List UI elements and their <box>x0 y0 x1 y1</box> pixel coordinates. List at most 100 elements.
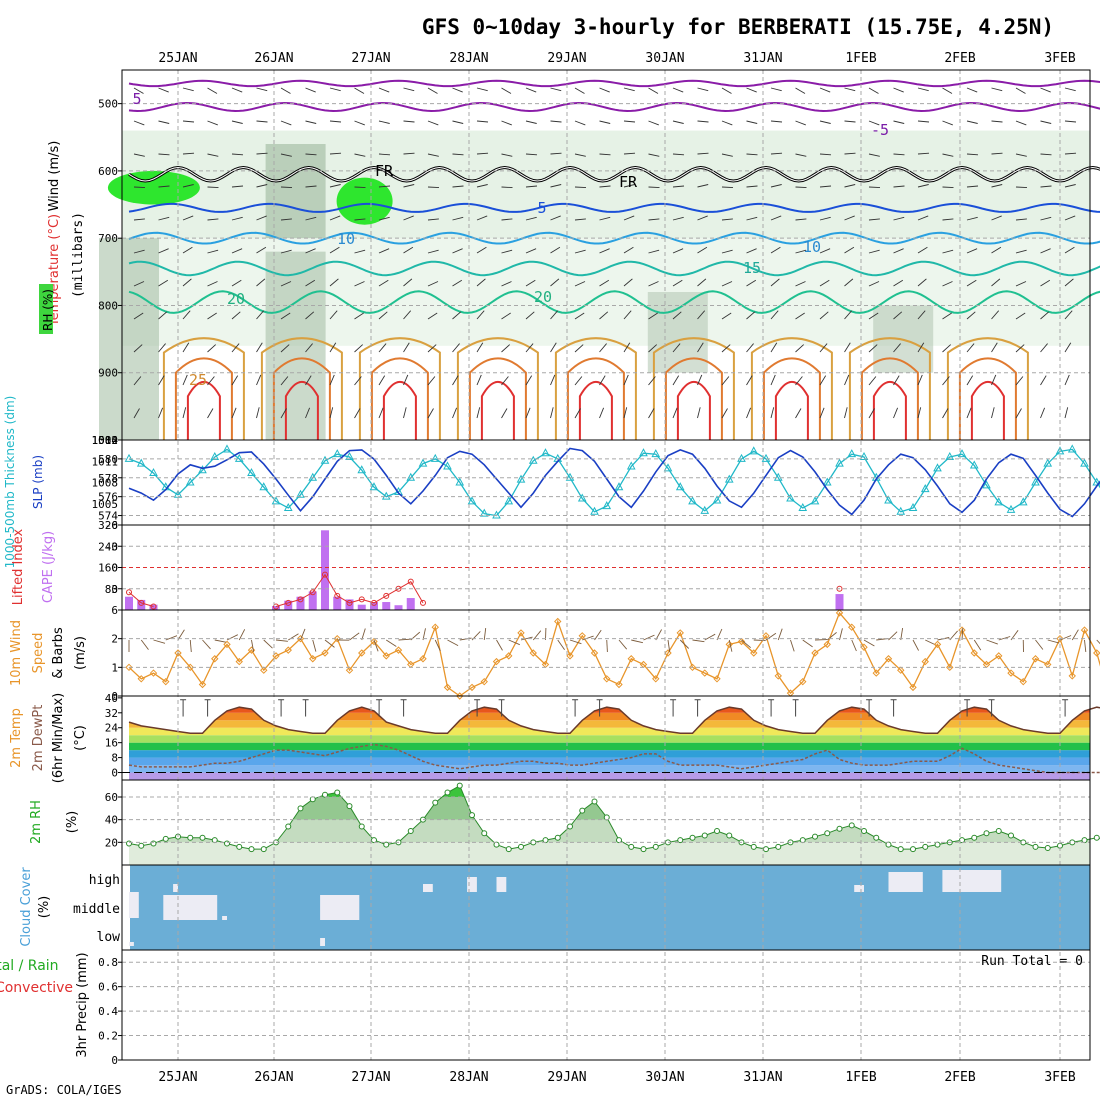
thickness-point <box>247 468 256 477</box>
wind-barb <box>1040 375 1047 386</box>
rh-2m-point <box>248 846 255 853</box>
wind-barb <box>427 408 434 419</box>
wind-barb <box>329 278 339 287</box>
date-label-top: 31JAN <box>743 51 782 66</box>
isotherm-line <box>128 101 1100 113</box>
wind-barb <box>501 120 512 126</box>
wind-speed-point <box>860 643 868 651</box>
wind-barb-10m <box>226 634 238 641</box>
wind-barb <box>378 185 391 188</box>
wind-speed-point <box>284 646 292 654</box>
wind-barb <box>329 246 340 254</box>
wind-speed-point <box>652 675 660 683</box>
wind-barb <box>966 185 979 188</box>
surface-isotherm-arch <box>480 380 515 440</box>
rh-fill-band <box>129 819 1090 843</box>
wind-barb <box>452 153 464 156</box>
cloud-clear-patch <box>173 884 178 892</box>
rh-2m-point <box>701 832 708 839</box>
wind-barb-10m <box>643 634 655 641</box>
wind-speed-point <box>260 666 268 674</box>
lifted-index-point <box>297 596 304 603</box>
wind-barb <box>231 311 241 320</box>
wind-barb <box>819 120 831 124</box>
wind-barb <box>207 87 218 94</box>
wind-barb-10m <box>594 629 602 641</box>
wind-barb <box>207 408 214 419</box>
wind-barb-10m <box>679 639 690 649</box>
wind-barb <box>133 312 144 320</box>
wind-barb <box>574 153 586 157</box>
wind-barb <box>746 343 754 353</box>
cloud-cover-fill <box>130 865 1090 950</box>
wind-barb <box>1040 153 1052 156</box>
wind-speed-point <box>1019 677 1027 686</box>
lifted-index-point <box>358 596 365 603</box>
y-label-slp: SLP (mb) <box>31 455 45 509</box>
thickness-point <box>737 453 746 462</box>
cape-tick-label: 240 <box>98 540 118 553</box>
wind-barb <box>378 120 390 124</box>
wind-barb <box>819 87 831 93</box>
wind-barb <box>574 120 586 126</box>
y-label-cape: CAPE (J/kg) <box>41 531 56 603</box>
wind-barb <box>158 87 169 93</box>
wind-barb <box>917 310 926 320</box>
wind-barb <box>354 344 364 353</box>
date-label-bottom: 25JAN <box>158 1070 197 1085</box>
slp-tick-label: 1005 <box>92 498 119 511</box>
wind-barb <box>280 281 292 287</box>
wind-barb <box>770 120 783 123</box>
thickness-point <box>675 482 685 491</box>
thickness-point <box>296 489 305 498</box>
thickness-point <box>308 472 318 481</box>
wind-barb-10m <box>300 628 306 641</box>
y-label-temp2m: 2m DewPt <box>31 705 46 772</box>
wind-barb <box>378 279 389 287</box>
wind-barb <box>1064 87 1076 92</box>
wind-barb <box>501 376 509 386</box>
thickness-point <box>259 482 269 491</box>
wind-barb <box>452 407 458 419</box>
wind-barb <box>991 310 1000 320</box>
wind-barb <box>574 344 584 353</box>
wind-barb-10m <box>973 639 982 651</box>
rh-high-patch <box>107 170 200 205</box>
wind-barb-10m <box>263 639 273 649</box>
wind-barb <box>1040 216 1052 221</box>
wind-speed-point <box>835 609 844 617</box>
wind-barb <box>378 343 387 353</box>
wind-barb <box>476 120 489 123</box>
wind-speed-point <box>774 672 782 680</box>
rh-2m-point <box>1093 834 1100 841</box>
wind-barb <box>942 153 954 157</box>
wind-barb <box>354 186 366 189</box>
wind-barb <box>256 215 267 221</box>
wind-barb <box>991 152 1003 155</box>
wind-barb <box>966 375 974 386</box>
wind-barb <box>550 215 561 221</box>
wind-barb <box>599 375 606 386</box>
contour-label: 20 <box>227 290 245 308</box>
thickness-point <box>933 463 942 472</box>
freezing-level-line-inner <box>128 166 1100 182</box>
wind-barb <box>231 279 242 287</box>
wind-barb <box>697 152 709 155</box>
wind-barb <box>942 120 953 126</box>
wind-barb <box>378 216 390 221</box>
wind-barb <box>672 343 681 353</box>
wind-barb-10m <box>569 639 582 645</box>
wind-barb <box>427 218 439 221</box>
rh-2m-point <box>848 822 855 829</box>
wind-barb <box>721 218 733 221</box>
text-layer: GFS 0~10day 3-hourly for BERBERATI (15.7… <box>0 15 1083 1097</box>
wind-barb <box>795 87 806 94</box>
tick-label: 0.6 <box>98 981 118 994</box>
wind-barb <box>452 279 463 287</box>
wind-barb <box>476 246 487 254</box>
contour-label: 25 <box>189 371 207 389</box>
rh-2m-point <box>542 837 549 844</box>
wind-barb <box>476 87 488 92</box>
wind-barb <box>452 87 463 93</box>
wind-barb <box>501 87 512 94</box>
